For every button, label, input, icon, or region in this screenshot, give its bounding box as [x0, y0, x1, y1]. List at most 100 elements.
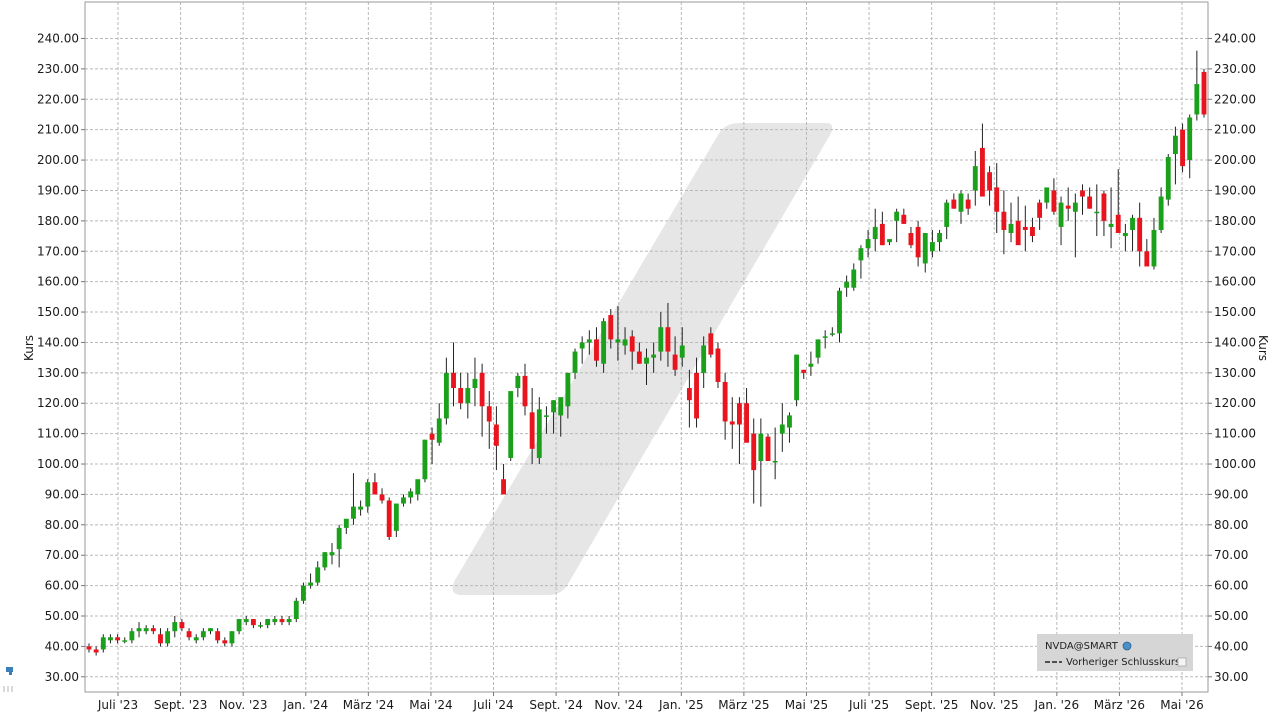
candle-down: [86, 643, 92, 653]
candle-body: [515, 375, 521, 389]
candle-up: [122, 637, 128, 644]
x-tick-label: Mai '25: [785, 698, 828, 712]
candle-down: [522, 363, 528, 416]
candle-body: [136, 628, 142, 632]
legend-series-label: NVDA@SMART: [1045, 641, 1119, 652]
candle-up: [808, 351, 814, 376]
candle-body: [250, 619, 256, 626]
candle-body: [529, 412, 535, 449]
x-tick-label: März '25: [718, 698, 769, 712]
candle-down: [965, 193, 971, 215]
candles: [86, 50, 1207, 656]
candle-body: [729, 421, 735, 425]
candle-body: [122, 640, 128, 642]
candle-down: [1101, 190, 1107, 237]
candle-down: [1180, 123, 1185, 173]
candle-body: [215, 631, 221, 641]
settings-icon-shape: [6, 667, 13, 672]
candle-up: [1122, 223, 1128, 252]
candle-up: [515, 372, 521, 398]
candle-down: [1144, 239, 1150, 267]
candle-body: [672, 354, 678, 370]
x-tick-label: Juli '23: [97, 698, 138, 712]
candle-body: [1130, 217, 1135, 230]
candle-body: [501, 479, 506, 495]
y-tick-label-right: 90.00: [1214, 487, 1248, 501]
candle-body: [208, 628, 213, 632]
y-tick-label-right: 180.00: [1214, 214, 1256, 228]
x-tick-label: Juli '25: [848, 698, 889, 712]
candle-body: [522, 375, 528, 407]
candle-down: [386, 497, 392, 541]
candle-down: [994, 163, 1000, 234]
candle-body: [322, 552, 328, 568]
candle-up: [551, 400, 557, 434]
candle-body: [651, 354, 657, 358]
candle-body: [858, 248, 864, 261]
resize-grip-icon[interactable]: [3, 686, 13, 692]
candle-body: [808, 363, 814, 367]
candle-body: [844, 281, 850, 288]
candle-down: [1080, 184, 1085, 215]
candle-up: [772, 427, 778, 480]
candle-body: [894, 211, 900, 221]
candle-body: [565, 372, 571, 407]
candle-body: [601, 321, 607, 364]
candle-down: [1137, 202, 1143, 267]
x-tick-label: Mai '26: [1160, 698, 1203, 712]
candle-down: [708, 327, 714, 358]
candle-body: [1087, 196, 1093, 209]
candle-up: [1158, 187, 1164, 234]
candle-down: [979, 123, 985, 197]
candle-up: [465, 372, 471, 419]
y-tick-label-left: 30.00: [45, 670, 79, 684]
candle-body: [787, 415, 792, 428]
y-tick-label-right: 200.00: [1214, 153, 1256, 167]
candle-down: [594, 327, 599, 367]
candle-down: [215, 628, 221, 644]
candle-body: [1187, 117, 1193, 161]
candle-down: [1065, 187, 1071, 221]
candle-body: [644, 357, 649, 364]
candle-up: [143, 625, 149, 635]
candle-body: [422, 439, 428, 480]
candle-body: [143, 628, 149, 632]
candle-body: [686, 388, 692, 401]
candle-up: [929, 229, 935, 258]
candle-body: [115, 637, 121, 641]
candle-body: [279, 619, 285, 623]
candle-up: [1058, 196, 1064, 246]
y-tick-label-right: 240.00: [1214, 31, 1256, 45]
candle-body: [801, 369, 807, 373]
candle-body: [86, 646, 92, 650]
candle-body: [158, 634, 163, 644]
candle-body: [286, 619, 292, 623]
watermark-slash-back: [452, 123, 833, 595]
candle-body: [1001, 211, 1007, 230]
candle-down: [672, 336, 678, 376]
x-tick-label: Sept. '23: [154, 698, 208, 712]
candle-body: [915, 226, 921, 258]
legend-prev-close-label: Vorheriger Schlusskurs: [1066, 657, 1180, 668]
y-tick-label-right: 100.00: [1214, 457, 1256, 471]
checkbox-icon[interactable]: [1177, 657, 1187, 667]
candle-body: [951, 199, 957, 209]
settings-icon[interactable]: [6, 667, 13, 675]
candle-down: [1022, 205, 1028, 252]
y-tick-label-left: 80.00: [45, 518, 79, 532]
candle-body: [129, 631, 135, 641]
candle-body: [772, 460, 778, 463]
candle-down: [751, 418, 757, 504]
candle-down: [987, 166, 993, 206]
y-tick-label-right: 50.00: [1214, 609, 1248, 623]
candle-body: [636, 351, 642, 364]
candle-body: [443, 372, 449, 419]
x-tick-label: Nov. '24: [594, 698, 643, 712]
candle-body: [594, 339, 599, 361]
x-tick-label: Jan. '25: [658, 698, 704, 712]
candle-body: [379, 494, 385, 501]
candle-down: [729, 397, 735, 449]
candle-up: [579, 336, 585, 364]
candle-body: [708, 333, 714, 355]
candle-body: [293, 600, 299, 620]
